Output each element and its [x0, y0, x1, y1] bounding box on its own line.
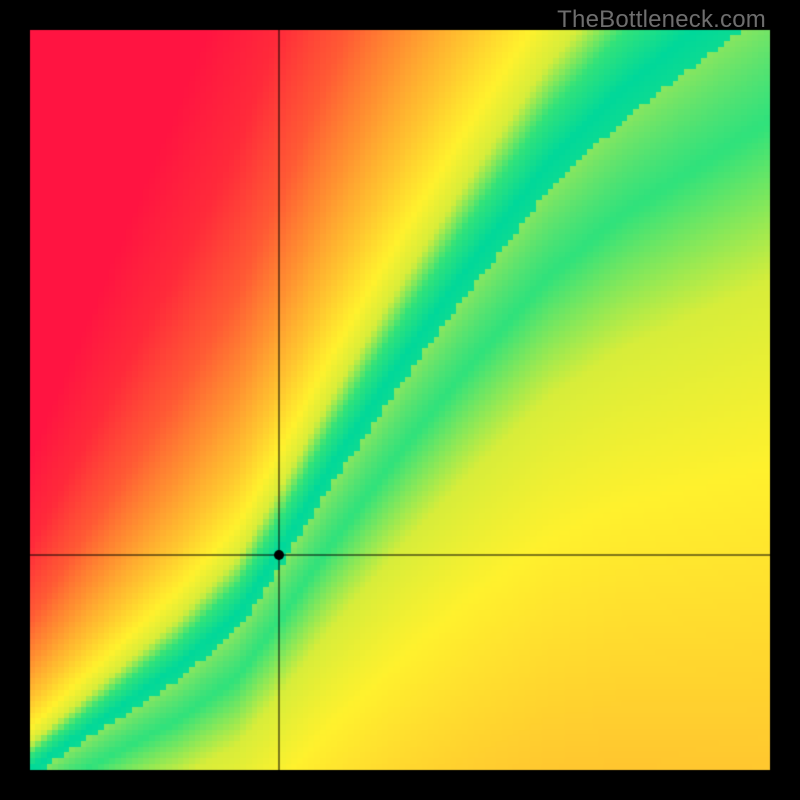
bottleneck-heatmap — [0, 0, 800, 800]
watermark-text: TheBottleneck.com — [557, 6, 766, 34]
